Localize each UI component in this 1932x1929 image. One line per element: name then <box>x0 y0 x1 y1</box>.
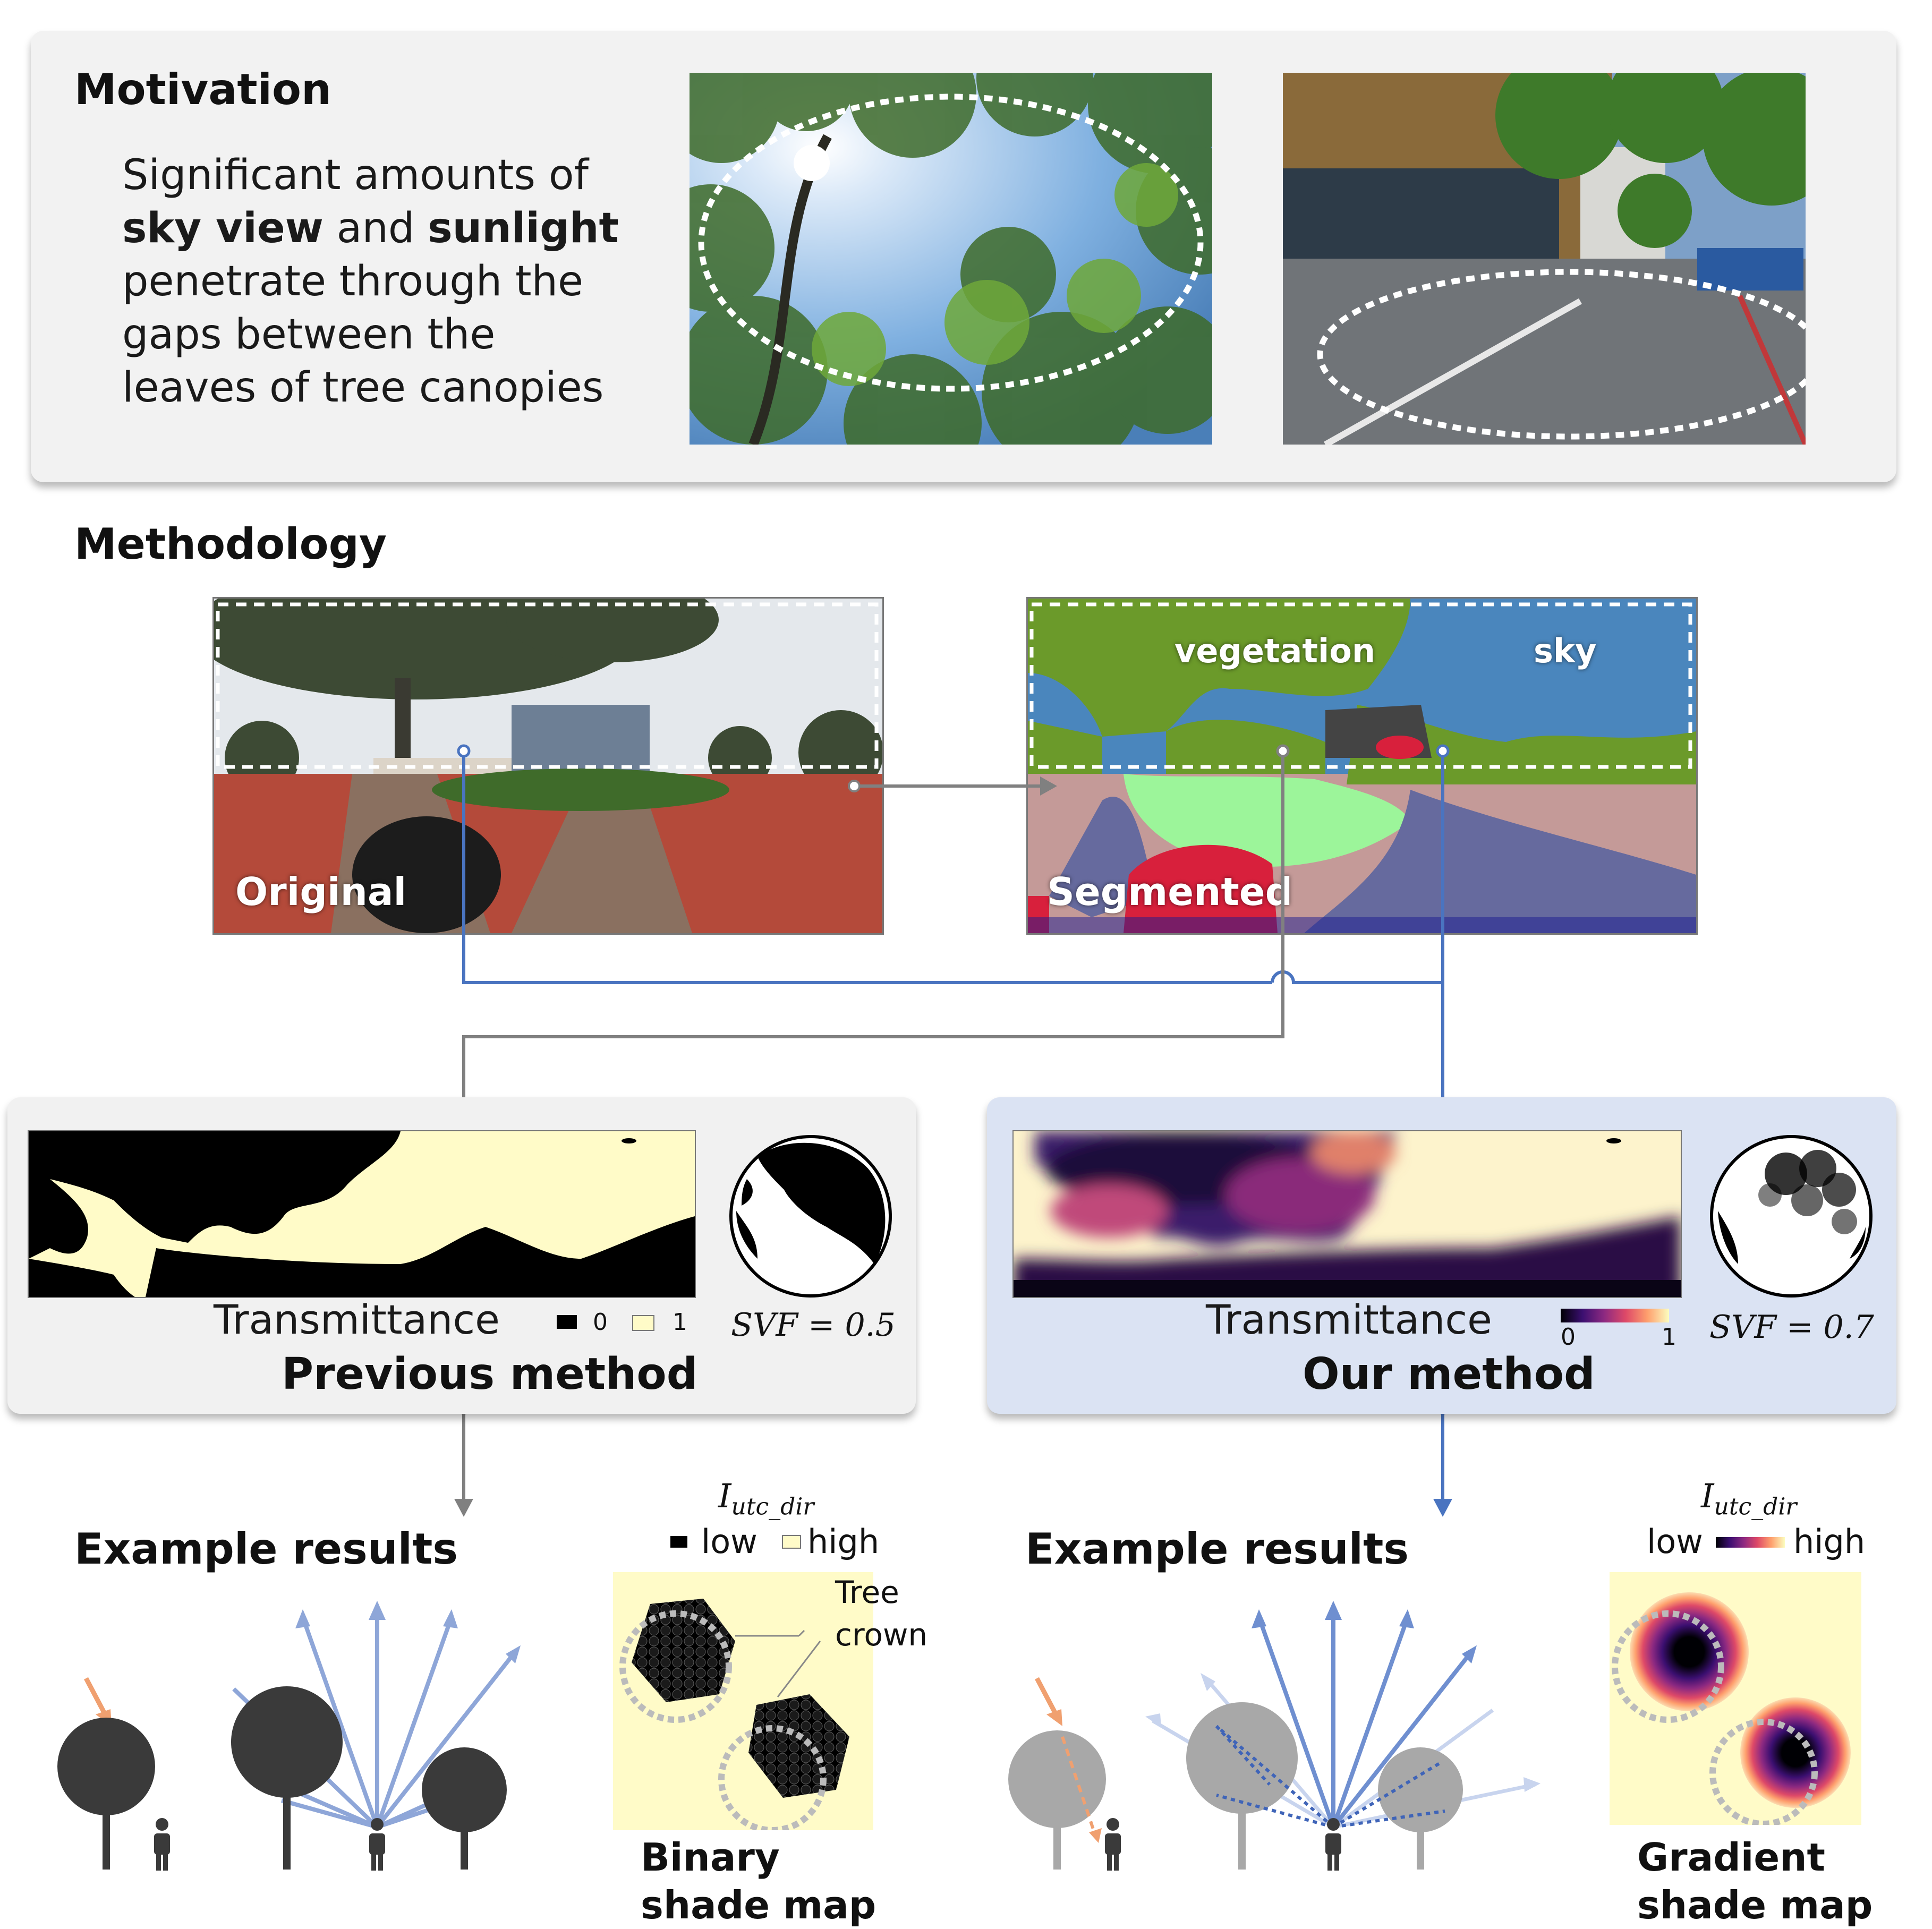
example-results-left-title: Example results <box>74 1524 458 1574</box>
right-gradient-swatch <box>1716 1537 1785 1548</box>
motivation-and: and <box>336 204 415 252</box>
our-transmittance-map <box>1012 1130 1682 1298</box>
previous-fisheye <box>729 1135 892 1298</box>
right-utc-label: Iutc_dir <box>1701 1476 1797 1520</box>
motivation-text: Significant amounts of sky view and sunl… <box>122 149 653 414</box>
motivation-sunlight: sunlight <box>428 204 619 252</box>
our-transmittance-label: Transmittance <box>1206 1296 1492 1343</box>
right-low-label: low <box>1647 1522 1703 1561</box>
right-utc-sub: utc_dir <box>1714 1493 1797 1521</box>
left-utc-symbol: I <box>718 1476 731 1515</box>
left-utc-sub: utc_dir <box>731 1493 814 1521</box>
legend-one: 1 <box>673 1309 687 1336</box>
gradient-caption-1: Gradient <box>1637 1835 1825 1880</box>
previous-transmittance-label: Transmittance <box>214 1296 500 1343</box>
example-results-right-title: Example results <box>1025 1524 1409 1574</box>
right-tree-scene <box>1008 1601 1541 1871</box>
road-photo <box>1283 73 1806 445</box>
left-tree-scene <box>57 1601 521 1871</box>
legend-gradient-bar <box>1561 1309 1669 1322</box>
segmented-label: Segmented <box>1047 869 1293 914</box>
binary-shade-map <box>613 1572 873 1830</box>
binary-caption-2: shade map <box>641 1883 876 1927</box>
person-icon <box>154 1818 170 1871</box>
tree-crown-line1: Tree <box>835 1574 899 1610</box>
motivation-line-3: penetrate through the <box>122 258 584 305</box>
sky-label: sky <box>1534 631 1597 670</box>
legend-cream-swatch <box>632 1315 654 1331</box>
right-high-label: high <box>1793 1522 1866 1561</box>
tree-crown-label: Tree crown <box>835 1571 927 1656</box>
motivation-title: Motivation <box>74 65 331 114</box>
original-panorama: Original <box>212 597 884 935</box>
our-svf: SVF = 0.7 <box>1709 1309 1874 1346</box>
gradient-shade-map-caption: Gradient shade map <box>1637 1833 1873 1929</box>
our-fisheye <box>1710 1135 1873 1298</box>
motivation-line-4: gaps between the <box>122 311 496 359</box>
original-label: Original <box>235 869 407 914</box>
previous-method-title: Previous method <box>282 1349 698 1399</box>
low-black-swatch <box>670 1536 687 1548</box>
right-utc-symbol: I <box>1701 1476 1714 1515</box>
previous-svf: SVF = 0.5 <box>731 1307 896 1344</box>
left-low-label: low <box>701 1522 758 1561</box>
high-cream-swatch <box>782 1535 801 1549</box>
canopy-photo <box>690 73 1212 445</box>
vegetation-label: vegetation <box>1174 631 1375 670</box>
methodology-title: Methodology <box>74 519 387 569</box>
our-legend-zero: 0 <box>1561 1324 1576 1351</box>
motivation-line-5: leaves of tree canopies <box>122 364 604 412</box>
our-method-title: Our method <box>1303 1349 1595 1399</box>
binary-shade-map-caption: Binary shade map <box>641 1833 876 1929</box>
legend-zero: 0 <box>593 1309 608 1336</box>
left-utc-label: Iutc_dir <box>718 1476 814 1520</box>
binary-caption-1: Binary <box>641 1835 780 1880</box>
left-high-label: high <box>807 1522 880 1561</box>
gradient-shade-map <box>1610 1572 1861 1825</box>
segmented-panorama: vegetation sky Segmented <box>1026 597 1698 935</box>
motivation-sky-view: sky view <box>122 204 324 252</box>
legend-black-swatch <box>557 1315 577 1329</box>
previous-transmittance-map <box>28 1130 696 1298</box>
tree-crown-line2: crown <box>835 1617 928 1653</box>
gradient-caption-2: shade map <box>1637 1883 1873 1927</box>
our-legend-one: 1 <box>1662 1324 1676 1351</box>
motivation-line-1: Significant amounts of <box>122 151 589 199</box>
